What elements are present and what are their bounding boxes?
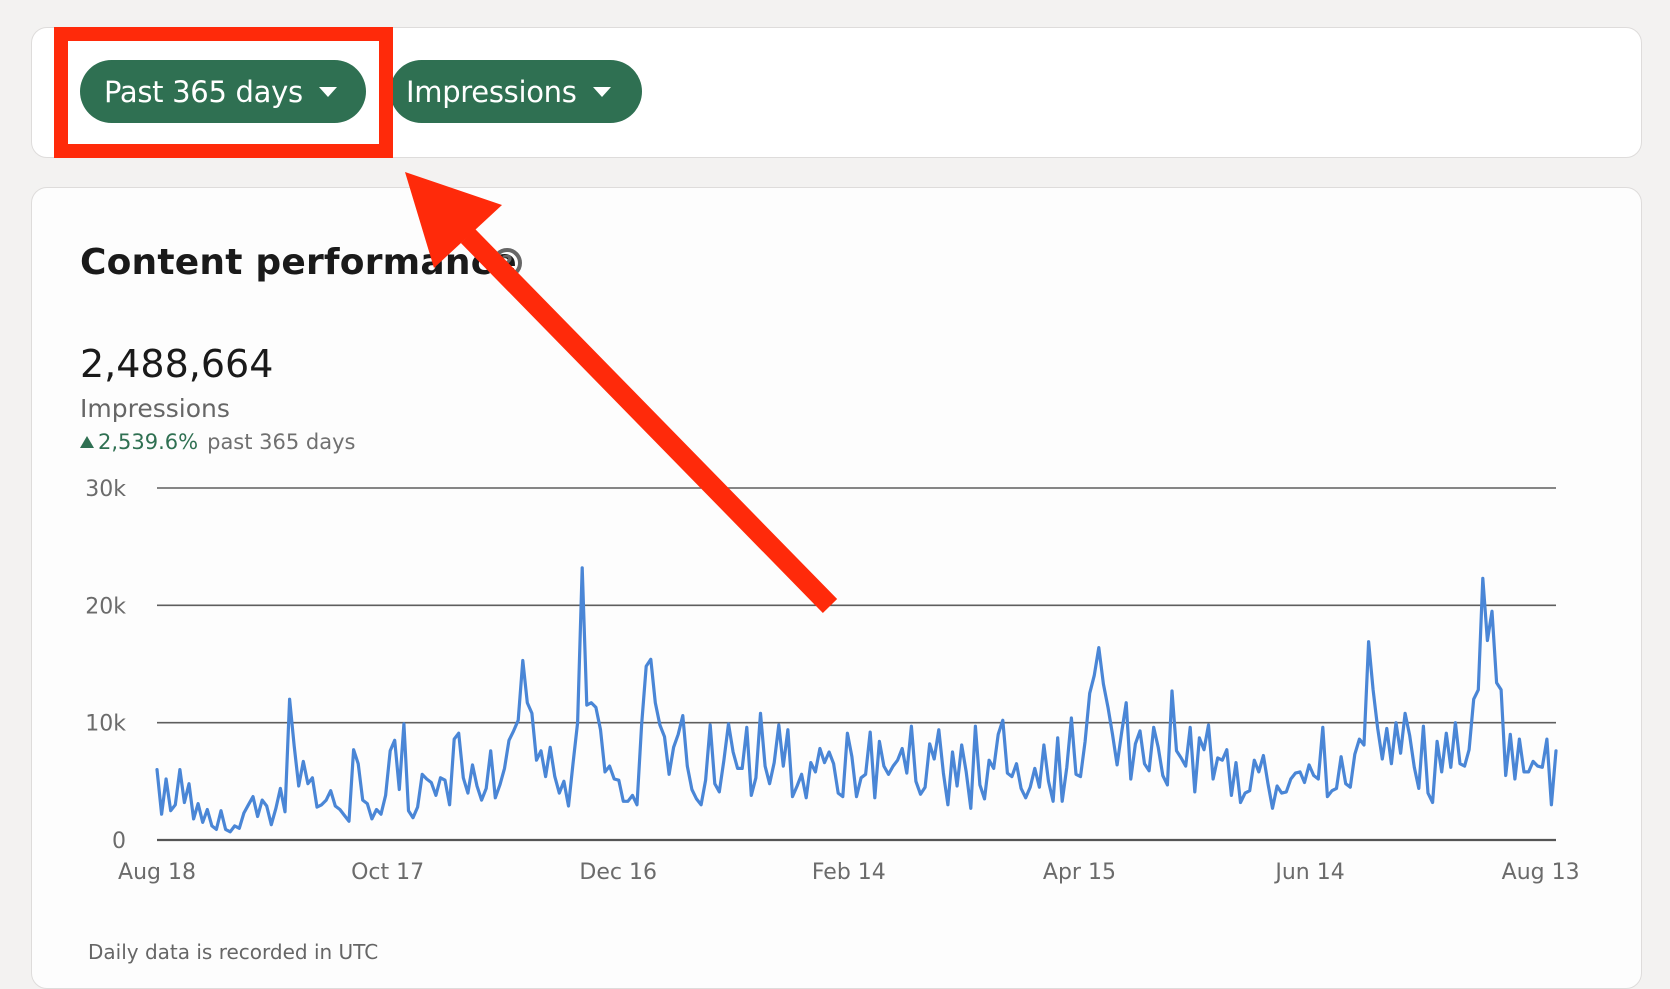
y-tick-label: 20k [85,594,126,619]
change-period: past 365 days [207,430,356,454]
x-tick-label: Oct 17 [351,860,424,885]
date-range-dropdown[interactable]: Past 365 days [80,60,366,123]
x-tick-label: Apr 15 [1043,860,1116,885]
x-tick-label: Aug 18 [118,860,196,885]
change-percentage: 2,539.6% [98,430,199,454]
y-tick-label: 0 [112,829,126,854]
x-tick-label: Aug 13 [1502,860,1580,885]
caret-down-icon [318,86,337,97]
total-label: Impressions [80,394,230,423]
x-tick-label: Dec 16 [579,860,657,885]
impressions-series-line [155,566,1558,834]
chart-gridlines [157,487,1556,842]
y-tick-label: 10k [85,712,126,737]
date-range-label: Past 365 days [104,74,303,109]
x-axis: Aug 18 Oct 17 Dec 16 Feb 14 Apr 15 Jun 14 Aug … [118,860,1580,885]
impressions-line-chart: 0 10k 20k 30k Aug 18 Oct 17 Dec 16 Feb 14 Apr 1… [85,477,1580,885]
metric-label: Impressions [406,74,577,109]
chart-footnote: Daily data is recorded in UTC [88,940,379,964]
y-tick-label: 30k [85,477,126,502]
x-tick-label: Feb 14 [812,860,886,885]
caret-down-icon [592,86,611,97]
trend-indicator: 2,539.6% past 365 days [80,430,355,454]
x-tick-label: Jun 14 [1273,860,1344,885]
total-impressions: 2,488,664 [80,342,274,386]
metric-dropdown[interactable]: Impressions [390,60,642,123]
y-axis: 0 10k 20k 30k [85,477,126,854]
trend-up-icon [80,436,94,448]
